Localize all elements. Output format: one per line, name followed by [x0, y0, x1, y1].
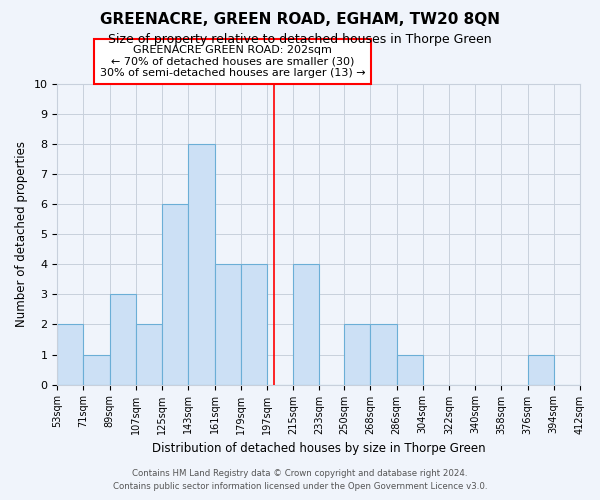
- Bar: [57, 324, 83, 384]
- Text: GREENACRE GREEN ROAD: 202sqm
← 70% of detached houses are smaller (30)
30% of se: GREENACRE GREEN ROAD: 202sqm ← 70% of de…: [100, 45, 365, 78]
- Bar: [370, 324, 397, 384]
- Bar: [162, 204, 188, 384]
- Bar: [527, 354, 554, 384]
- Text: Contains HM Land Registry data © Crown copyright and database right 2024.
Contai: Contains HM Land Registry data © Crown c…: [113, 470, 487, 491]
- Bar: [110, 294, 136, 384]
- Bar: [241, 264, 267, 384]
- Bar: [397, 354, 423, 384]
- Bar: [83, 354, 110, 384]
- Bar: [344, 324, 370, 384]
- Bar: [188, 144, 215, 384]
- Y-axis label: Number of detached properties: Number of detached properties: [15, 142, 28, 328]
- Bar: [215, 264, 241, 384]
- Text: Size of property relative to detached houses in Thorpe Green: Size of property relative to detached ho…: [108, 32, 492, 46]
- Bar: [293, 264, 319, 384]
- X-axis label: Distribution of detached houses by size in Thorpe Green: Distribution of detached houses by size …: [152, 442, 485, 455]
- Text: GREENACRE, GREEN ROAD, EGHAM, TW20 8QN: GREENACRE, GREEN ROAD, EGHAM, TW20 8QN: [100, 12, 500, 28]
- Bar: [136, 324, 162, 384]
